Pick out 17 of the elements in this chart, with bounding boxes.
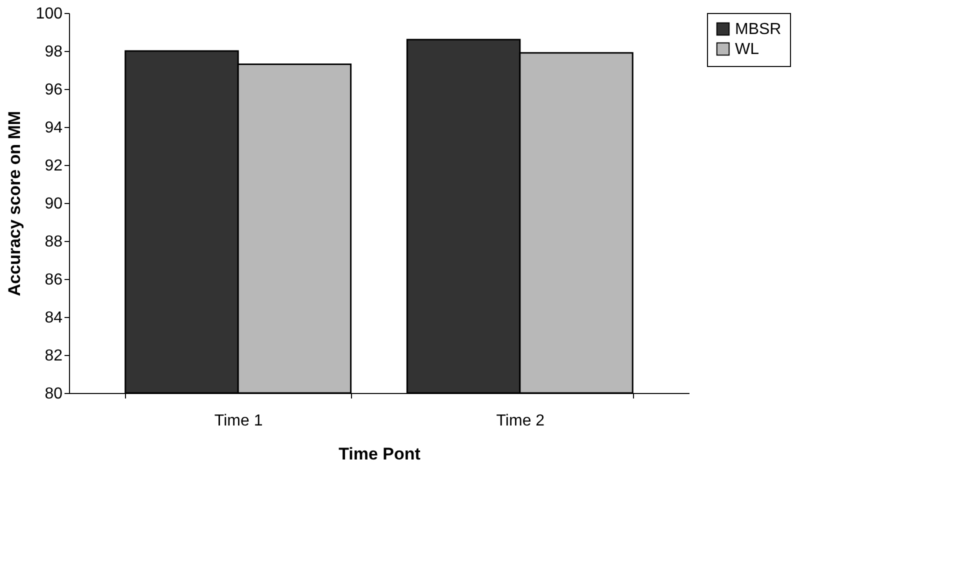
- y-tick-label: 80: [44, 386, 63, 402]
- y-tick-label: 92: [44, 158, 63, 174]
- y-tick-label: 82: [44, 348, 63, 364]
- y-tick-label: 84: [44, 310, 63, 326]
- x-tick-label: Time 2: [496, 412, 545, 430]
- y-tick-label: 98: [44, 44, 63, 60]
- y-tick-label: 100: [36, 6, 63, 22]
- y-tick-label: 90: [44, 196, 63, 212]
- y-tick-label: 86: [44, 272, 63, 288]
- legend-label: MBSR: [735, 21, 782, 38]
- x-tick-label: Time 1: [214, 412, 263, 430]
- x-axis-title: Time Pont: [338, 444, 421, 464]
- legend-label: WL: [735, 41, 760, 58]
- y-axis-title: Accuracy score on MM: [4, 110, 24, 296]
- y-tick-label: 88: [44, 234, 63, 250]
- y-tick-label: 94: [44, 120, 63, 136]
- y-tick-label: 96: [44, 82, 63, 98]
